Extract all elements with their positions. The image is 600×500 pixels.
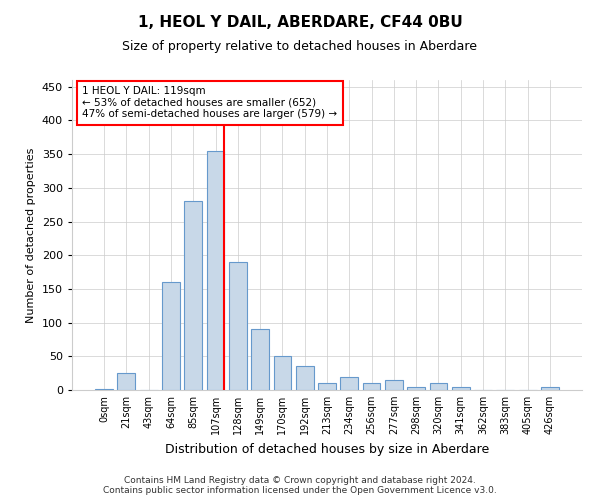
Text: Size of property relative to detached houses in Aberdare: Size of property relative to detached ho… [122,40,478,53]
Bar [274,356,292,390]
Bar [452,386,470,390]
Bar [206,151,224,390]
Text: 1 HEOL Y DAIL: 119sqm
← 53% of detached houses are smaller (652)
47% of semi-det: 1 HEOL Y DAIL: 119sqm ← 53% of detached … [82,86,337,120]
Bar [541,386,559,390]
Bar [385,380,403,390]
Bar [184,202,202,390]
Bar [229,262,247,390]
Bar [296,366,314,390]
Bar [251,330,269,390]
Text: 1, HEOL Y DAIL, ABERDARE, CF44 0BU: 1, HEOL Y DAIL, ABERDARE, CF44 0BU [137,15,463,30]
Bar [340,376,358,390]
Text: Contains HM Land Registry data © Crown copyright and database right 2024.
Contai: Contains HM Land Registry data © Crown c… [103,476,497,495]
Bar [362,384,380,390]
Bar [318,384,336,390]
X-axis label: Distribution of detached houses by size in Aberdare: Distribution of detached houses by size … [165,442,489,456]
Bar [162,282,180,390]
Bar [118,373,136,390]
Y-axis label: Number of detached properties: Number of detached properties [26,148,36,322]
Bar [407,386,425,390]
Bar [430,384,448,390]
